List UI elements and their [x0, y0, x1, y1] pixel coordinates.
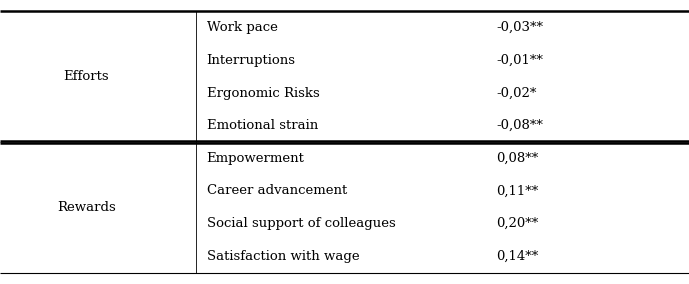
Text: Satisfaction with wage: Satisfaction with wage [207, 250, 360, 263]
Text: Interruptions: Interruptions [207, 54, 296, 67]
Text: Efforts: Efforts [63, 70, 109, 83]
Text: -0,03**: -0,03** [496, 21, 543, 34]
Text: Rewards: Rewards [56, 201, 116, 214]
Text: 0,20**: 0,20** [496, 217, 538, 230]
Text: -0,02*: -0,02* [496, 87, 537, 99]
Text: 0,11**: 0,11** [496, 185, 538, 197]
Text: 0,08**: 0,08** [496, 152, 538, 165]
Text: 0,14**: 0,14** [496, 250, 538, 263]
Text: -0,08**: -0,08** [496, 119, 543, 132]
Text: Emotional strain: Emotional strain [207, 119, 318, 132]
Text: Career advancement: Career advancement [207, 185, 347, 197]
Text: Social support of colleagues: Social support of colleagues [207, 217, 395, 230]
Text: -0,01**: -0,01** [496, 54, 543, 67]
Text: Work pace: Work pace [207, 21, 278, 34]
Text: Ergonomic Risks: Ergonomic Risks [207, 87, 320, 99]
Text: Empowerment: Empowerment [207, 152, 305, 165]
